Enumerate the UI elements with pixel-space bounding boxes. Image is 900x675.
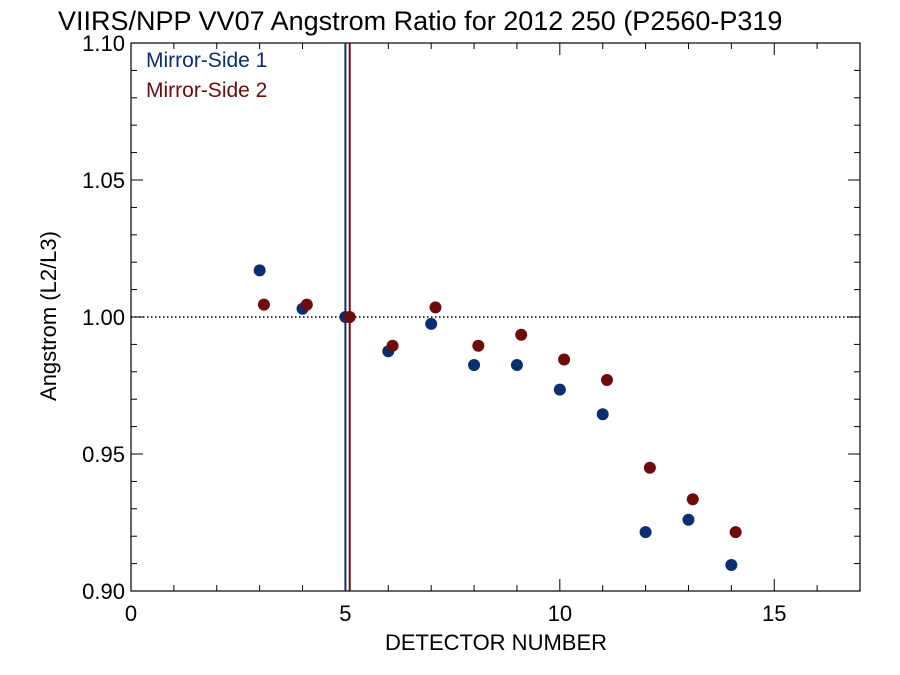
x-tick-label: 10 xyxy=(548,601,572,626)
y-tick-label: 0.90 xyxy=(82,579,125,604)
data-point-series-1 xyxy=(553,383,566,396)
data-point-series-2 xyxy=(386,339,399,352)
legend-item-mirror-side-2: Mirror-Side 2 xyxy=(146,79,267,102)
x-tick-label: 5 xyxy=(339,601,351,626)
x-axis-title: DETECTOR NUMBER xyxy=(385,630,607,655)
data-point-series-2 xyxy=(472,339,485,352)
y-tick-label: 1.10 xyxy=(82,31,125,56)
y-tick-label: 1.05 xyxy=(82,168,125,193)
data-point-series-2 xyxy=(686,493,699,506)
data-point-series-2 xyxy=(643,461,656,474)
data-point-series-1 xyxy=(639,526,652,539)
data-point-series-2 xyxy=(515,328,528,341)
data-point-series-1 xyxy=(596,408,609,421)
data-point-series-1 xyxy=(468,358,481,371)
legend: Mirror-Side 1 Mirror-Side 2 xyxy=(146,49,267,102)
data-point-series-1 xyxy=(682,513,695,526)
data-point-series-2 xyxy=(300,298,313,311)
x-tick-label: 15 xyxy=(762,601,786,626)
data-point-series-2 xyxy=(600,374,613,387)
data-point-series-2 xyxy=(558,353,571,366)
data-point-series-1 xyxy=(510,358,523,371)
data-point-series-2 xyxy=(729,526,742,539)
data-point-series-2 xyxy=(429,301,442,314)
data-point-series-1 xyxy=(425,317,438,330)
chart-title: VIIRS/NPP VV07 Angstrom Ratio for 2012 2… xyxy=(58,6,782,36)
y-tick-label: 0.95 xyxy=(82,442,125,467)
x-tick-label: 0 xyxy=(125,601,137,626)
legend-item-mirror-side-1: Mirror-Side 1 xyxy=(146,49,267,72)
plot-area: 0 5 10 15 0.90 0.95 1.00 1.05 1.10 xyxy=(82,31,861,626)
data-point-series-1 xyxy=(725,558,738,571)
y-axis-title: Angstrom (L2/L3) xyxy=(36,231,61,401)
data-point-series-1 xyxy=(253,264,266,277)
data-point-series-2 xyxy=(343,311,356,323)
y-tick-label: 1.00 xyxy=(82,305,125,330)
data-point-series-2 xyxy=(257,298,270,311)
